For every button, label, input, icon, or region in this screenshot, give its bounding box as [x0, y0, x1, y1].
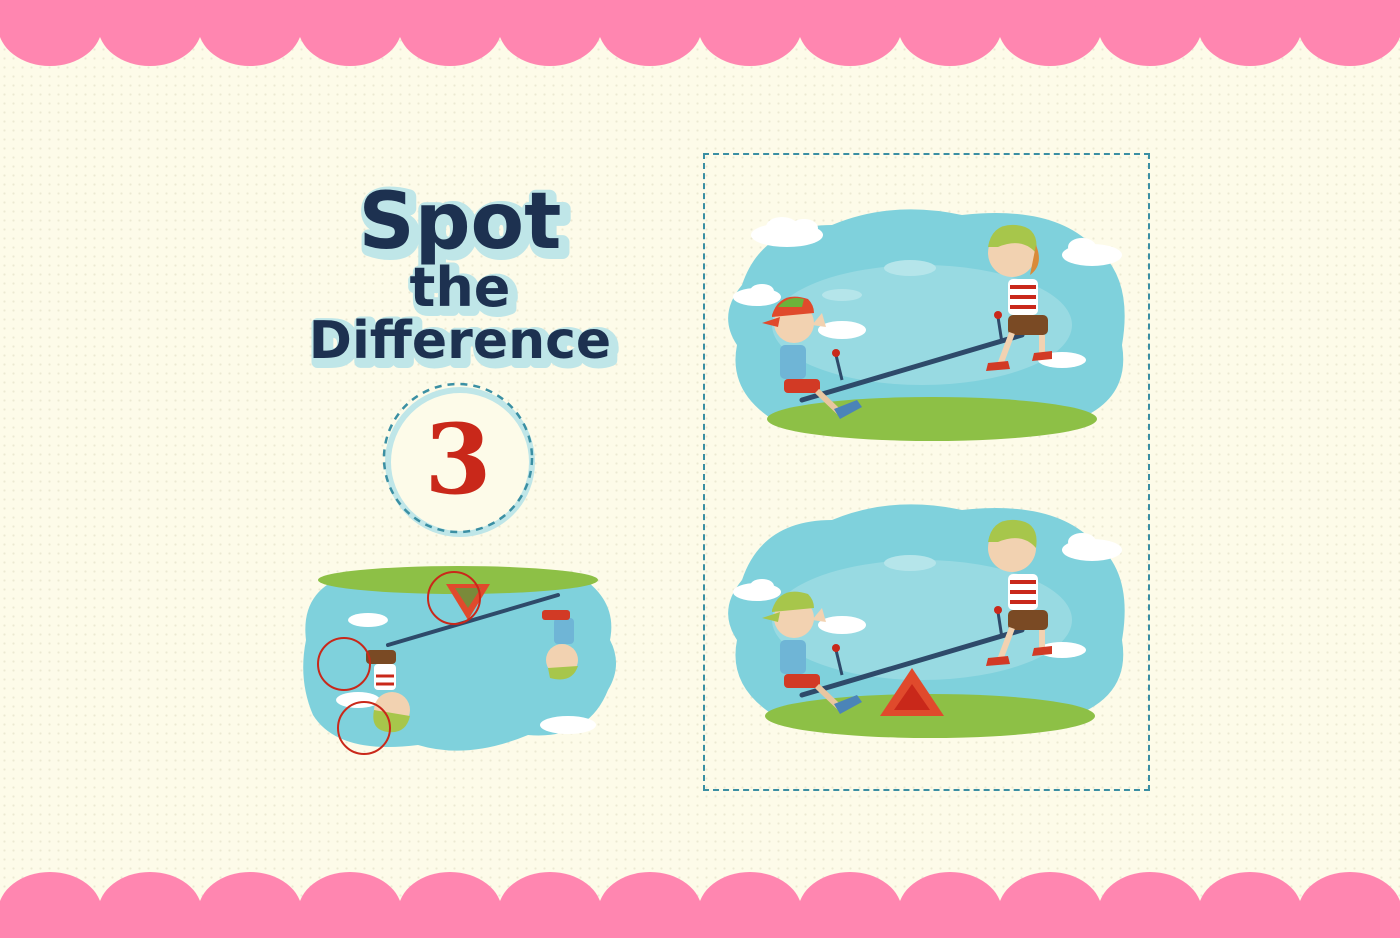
title-line-difference: Difference	[309, 311, 611, 371]
scallop-border-top	[0, 0, 1400, 66]
scallop-border-bottom	[0, 872, 1400, 938]
answer-circles	[317, 571, 481, 755]
title-line-spot: Spot	[359, 177, 562, 267]
title-line-spot-shadow: Spot	[363, 181, 566, 271]
comparison-frame	[703, 153, 1150, 791]
cap-icon	[772, 591, 814, 612]
puzzle-number: 3	[424, 403, 492, 516]
boy-right	[986, 224, 1052, 371]
answer-circle-cap	[317, 637, 371, 691]
answer-circle-triangle	[427, 571, 481, 625]
cloud-icon	[751, 217, 823, 247]
warning-triangle-icon	[880, 668, 944, 716]
title-line-difference-shadow: Difference	[313, 315, 615, 375]
title-line-the: the	[410, 256, 511, 319]
answer-key-image	[303, 566, 617, 755]
boy-left	[762, 296, 862, 419]
scene-image-top[interactable]	[722, 195, 1134, 445]
boy-right	[986, 519, 1052, 666]
scene-image-bottom[interactable]	[722, 490, 1134, 740]
puzzle-number-badge	[382, 382, 535, 537]
boy-left	[762, 591, 862, 714]
answer-circle-cloud	[337, 701, 391, 755]
game-title: Spot the Difference Spot the Difference	[307, 174, 621, 381]
title-line-the-shadow: the	[414, 260, 515, 323]
